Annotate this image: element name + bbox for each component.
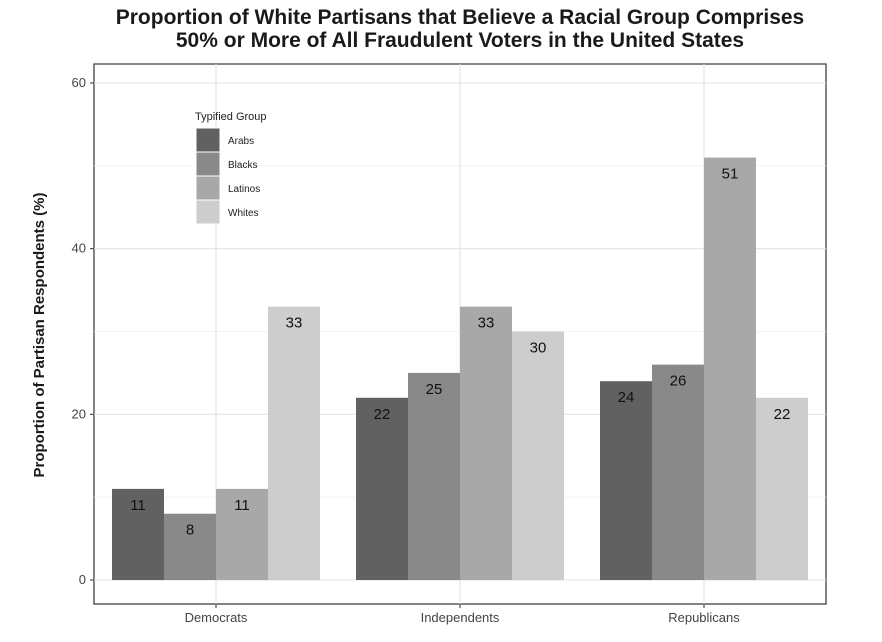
bar-value-label: 22 [374,406,391,423]
legend-swatch [195,199,221,225]
x-tick-label: Republicans [668,610,740,625]
bars [112,157,808,581]
bar [756,397,808,580]
bar [164,513,216,580]
legend-label: Blacks [228,160,257,171]
bar [512,331,564,580]
y-axis-label: Proportion of Partisan Respondents (%) [31,192,48,477]
y-tick-label: 0 [79,572,86,587]
legend-swatch [195,151,221,177]
legend-label: Latinos [228,184,260,195]
bar-value-label: 8 [186,522,194,539]
legend-label: Whites [228,208,259,219]
chart-title-line-1: Proportion of White Partisans that Belie… [116,6,804,29]
bar-value-label: 11 [130,497,146,514]
chart-title: Proportion of White Partisans that Belie… [116,6,804,52]
bar-value-label: 24 [618,389,635,406]
bar-value-label: 25 [426,381,443,398]
y-axis-ticks: 0 20 40 60 [72,75,94,587]
bar-value-label: 33 [478,315,495,332]
data-labels: 11 8 11 33 22 25 33 30 24 26 51 22 [130,166,790,539]
chart-title-line-2: 50% or More of All Fraudulent Voters in … [176,29,744,52]
bar [652,364,704,580]
legend: Typified Group Arabs Blacks Latinos Whites [195,111,267,225]
bar [268,306,320,580]
bar-value-label: 22 [774,406,791,423]
legend-label: Arabs [228,136,254,147]
y-tick-label: 40 [72,241,86,256]
bar [408,372,460,580]
bar [112,488,164,580]
legend-swatch [195,127,221,153]
bar [356,397,408,580]
bar-value-label: 33 [286,315,303,332]
x-tick-label: Independents [421,610,500,625]
legend-title: Typified Group [195,111,267,123]
legend-swatch [195,175,221,201]
bar-value-label: 11 [234,497,250,514]
x-tick-label: Democrats [185,610,248,625]
bar [460,306,512,580]
bar [704,157,756,581]
y-tick-label: 20 [72,406,86,421]
bar-value-label: 26 [670,373,687,390]
bar [216,488,268,580]
x-axis-ticks: Democrats Independents Republicans [185,604,740,625]
bar-value-label: 51 [722,166,739,183]
bar-value-label: 30 [530,340,547,357]
bar [600,381,652,580]
y-tick-label: 60 [72,75,86,90]
